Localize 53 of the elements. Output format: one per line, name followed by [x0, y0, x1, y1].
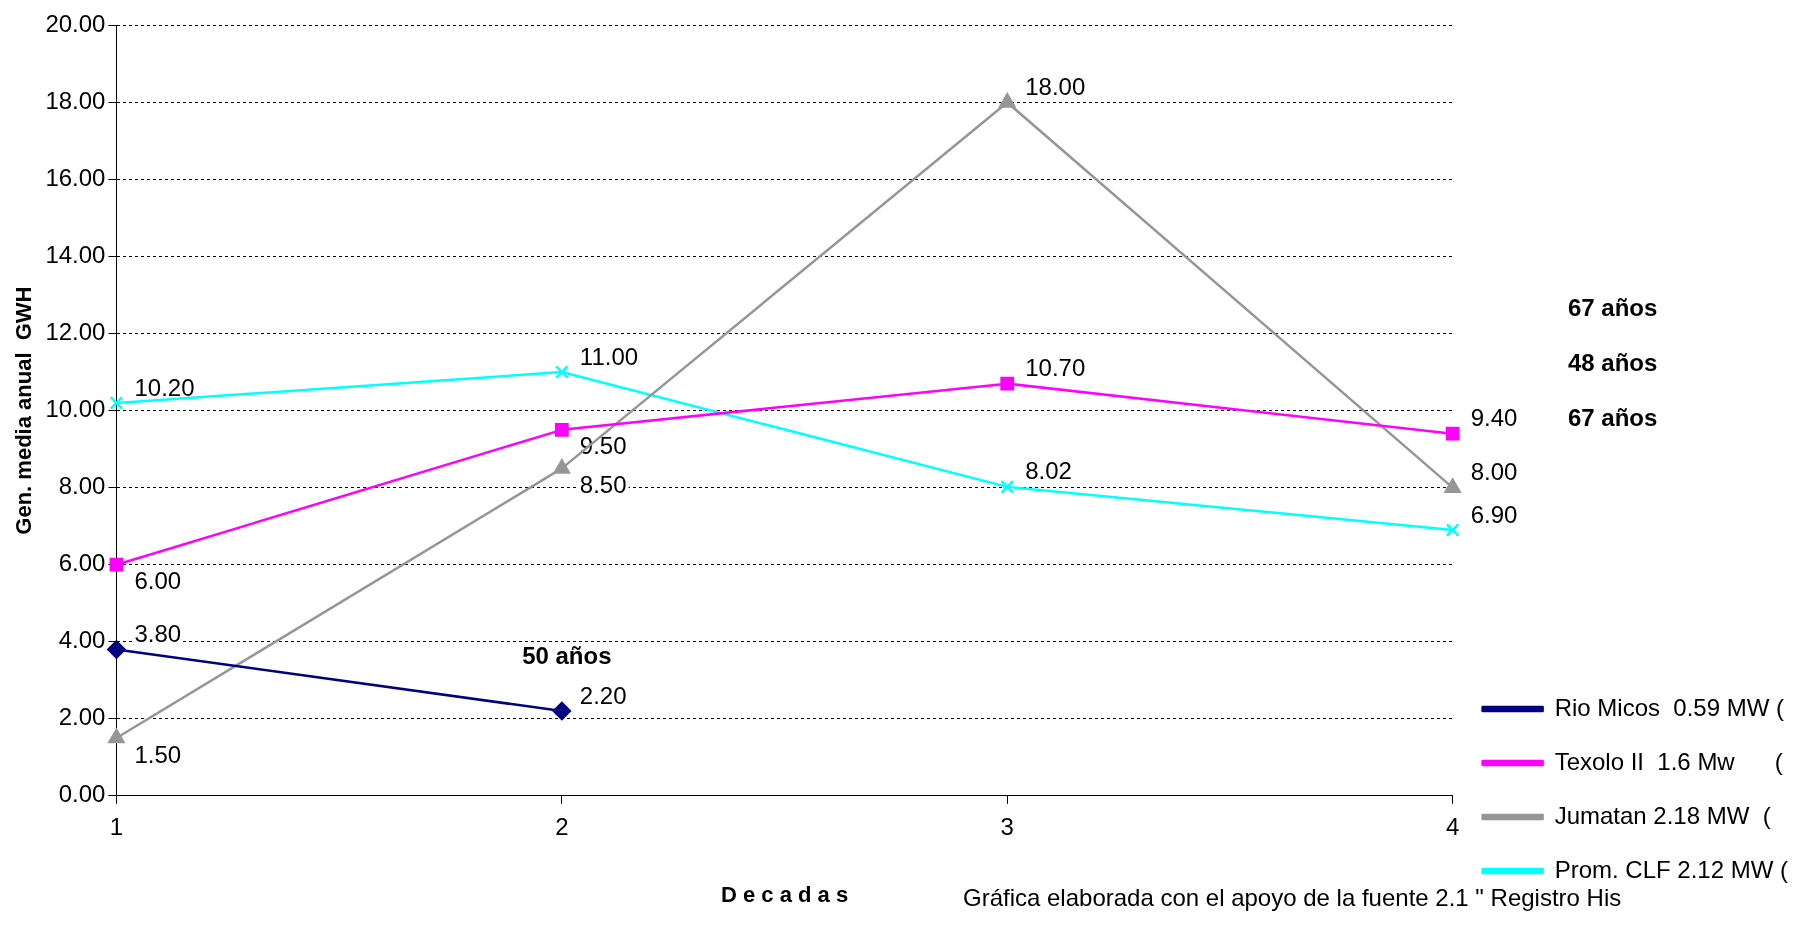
legend-label: Jumatan 2.18 MW (: [1554, 801, 1771, 829]
point: [554, 422, 569, 437]
point: [1000, 479, 1015, 494]
data-label: 8.50: [579, 471, 627, 499]
x-tick-label: 3: [1000, 812, 1014, 840]
legend-label: Rio Micos 0.59 MW (: [1554, 693, 1785, 721]
data-label: 8.02: [1025, 457, 1072, 485]
point: [1444, 478, 1461, 493]
y-tick-label: 6.00: [58, 549, 106, 577]
point: [109, 395, 124, 410]
text: Gráfica elaborada con el apoyo de la fuente 2.1 " Registro His: [963, 883, 1622, 911]
legend-label: Texolo II 1.6 Mw (: [1554, 747, 1783, 775]
x-tick-label: 4: [1445, 812, 1460, 840]
y-tick-label: 4.00: [58, 626, 106, 654]
y-tick-label: 20.00: [45, 10, 106, 38]
x-axis-title: D e c a d a s: [720, 881, 849, 907]
point: [552, 701, 572, 721]
data-label: 11.00: [579, 342, 639, 370]
legend-label: Prom. CLF 2.12 MW (: [1554, 855, 1789, 883]
text: 67 años: [1567, 293, 1658, 321]
y-tick-label: 0.00: [58, 780, 106, 808]
data-label: 10.70: [1025, 354, 1086, 382]
data-label: 1.50: [134, 740, 182, 768]
point: [1000, 376, 1015, 391]
y-tick-label: 10.00: [45, 395, 106, 423]
point: [1445, 426, 1460, 441]
data-label: 8.00: [1470, 458, 1518, 486]
data-label: 9.40: [1470, 404, 1518, 432]
data-label: 10.20: [134, 373, 195, 401]
y-axis-title: Gen. media anual GWH: [11, 286, 37, 535]
point: [553, 459, 571, 474]
point: [1445, 523, 1460, 537]
y-tick-label: 14.00: [45, 241, 106, 269]
point: [109, 557, 124, 572]
x-tick-label: 1: [109, 812, 124, 840]
data-label: 3.80: [134, 620, 182, 648]
text: 48 años: [1567, 349, 1658, 377]
data-label: 2.20: [579, 681, 627, 709]
y-tick-label: 2.00: [58, 703, 106, 731]
text: 67 años: [1567, 404, 1658, 432]
y-tick-label: 16.00: [45, 164, 106, 192]
data-label: 9.50: [579, 432, 627, 460]
y-tick-label: 12.00: [45, 318, 106, 346]
data-label: 18.00: [1025, 73, 1086, 101]
annotation: 50 años: [522, 641, 612, 669]
y-tick-label: 8.00: [58, 472, 106, 500]
data-label: 6.00: [134, 567, 182, 595]
x-tick-label: 2: [555, 812, 569, 840]
point: [999, 93, 1016, 108]
y-tick-label: 18.00: [45, 87, 106, 115]
data-label: 6.90: [1470, 500, 1518, 528]
point: [554, 365, 569, 379]
point: [107, 640, 126, 659]
